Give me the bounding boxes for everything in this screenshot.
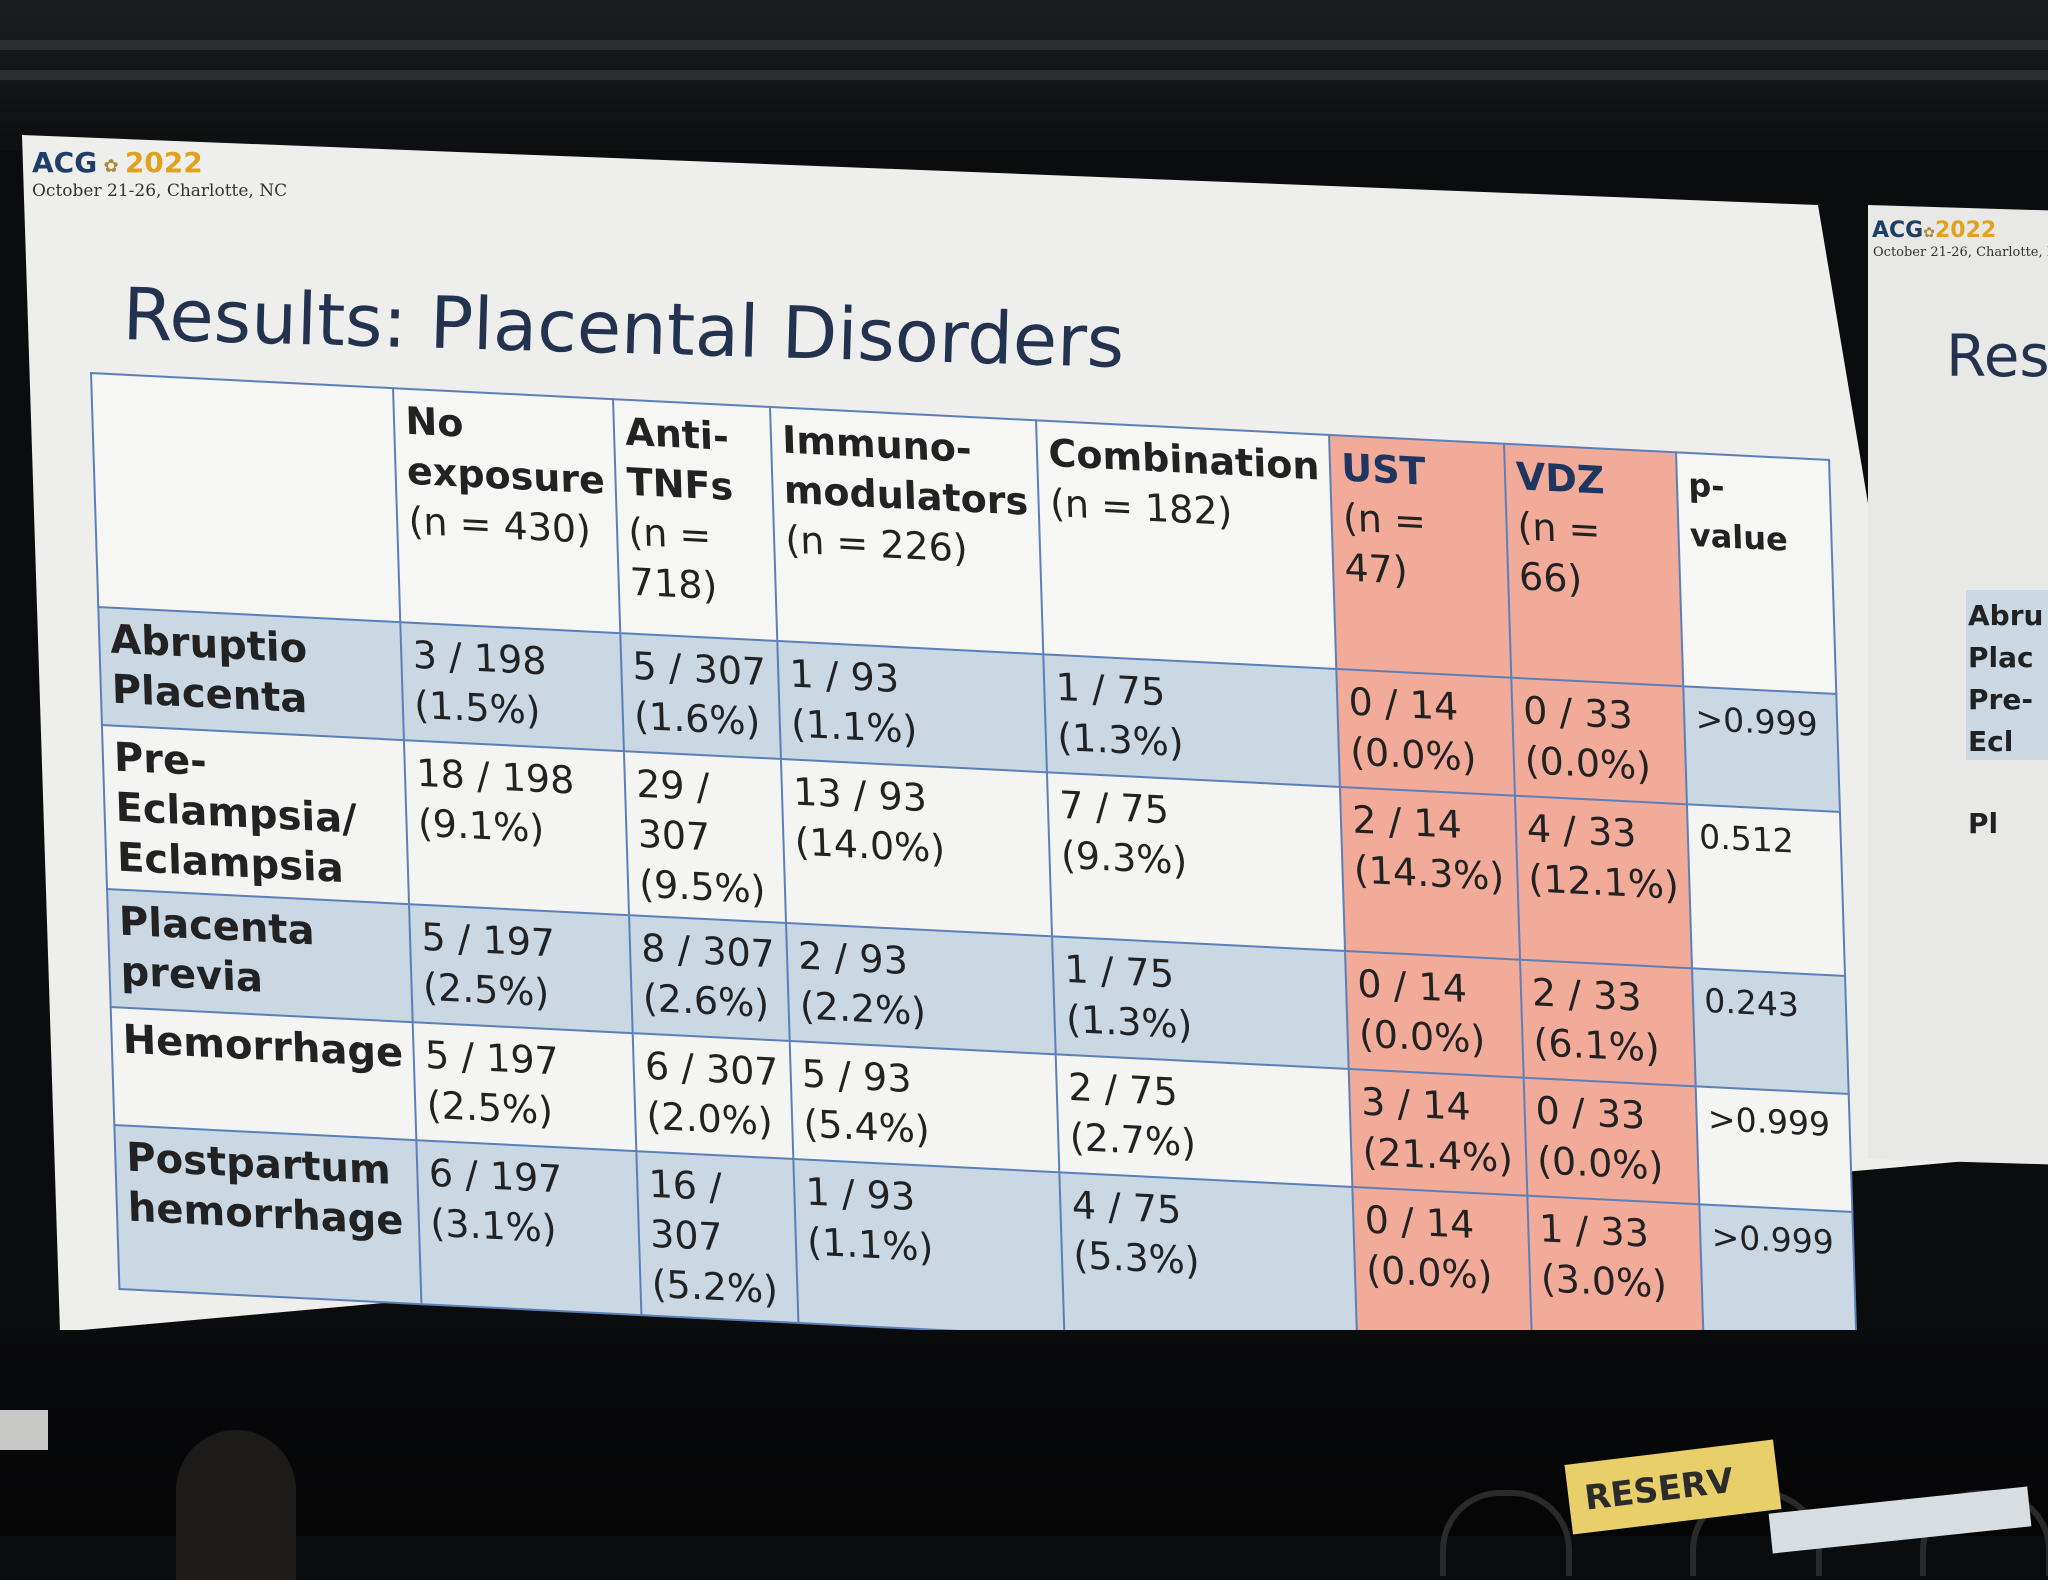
- conference-subtitle: October 21-26, Charlotte, NC: [32, 181, 288, 201]
- column-header: Combination (n = 182): [1036, 420, 1337, 669]
- column-header: Anti- TNFs (n = 718): [613, 399, 778, 642]
- table-cell: 18 / 198 (9.1%): [404, 740, 630, 916]
- corner-cell: [91, 373, 401, 623]
- column-header-ust: UST (n = 47): [1329, 434, 1512, 678]
- chair-back: [1440, 1490, 1572, 1576]
- truss-beam: [0, 70, 2048, 80]
- table-cell: 6 / 307 (2.0%): [632, 1033, 794, 1160]
- table-cell: 13 / 93 (14.0%): [781, 759, 1053, 937]
- table-cell: 5 / 197 (2.5%): [413, 1022, 637, 1152]
- table-cell: 2 / 93 (2.2%): [786, 923, 1057, 1055]
- row-label: Hemorrhage: [110, 1007, 417, 1141]
- p-value-cell: 0.512: [1687, 804, 1846, 976]
- conference-header: ACG ✿ 2022 October 21-26, Charlotte, NC: [32, 146, 287, 201]
- column-header: No exposure (n = 430): [393, 388, 621, 634]
- table-cell: 0 / 14 (0.0%): [1345, 950, 1524, 1078]
- table-cell: 7 / 75 (9.3%): [1047, 772, 1346, 951]
- row-label: Placenta previa: [107, 889, 414, 1023]
- conference-logo: ACG ✿ 2022: [32, 146, 203, 179]
- truss-beam: [0, 40, 2048, 50]
- table-cell: 0 / 33 (0.0%): [1523, 1077, 1700, 1205]
- ceiling-truss: [0, 0, 2048, 150]
- results-table: No exposure (n = 430) Anti- TNFs (n = 718) I…: [90, 372, 1938, 1376]
- table-cell: 4 / 75 (5.3%): [1059, 1172, 1358, 1351]
- table-cell: 2 / 14 (14.3%): [1340, 786, 1520, 960]
- table-cell: 3 / 14 (21.4%): [1349, 1068, 1528, 1196]
- table-cell: 1 / 75 (1.3%): [1043, 654, 1341, 787]
- table-cell: 2 / 75 (2.7%): [1056, 1054, 1353, 1187]
- second-screen-row-labels: Abru Plac Pre- Ecl Pl: [1968, 599, 2044, 840]
- table-cell: 0 / 14 (0.0%): [1336, 668, 1515, 796]
- table-cell: 1 / 75 (1.3%): [1052, 936, 1350, 1069]
- second-screen-table-fragment: [1966, 590, 2048, 760]
- table-cell: 2 / 33 (6.1%): [1519, 959, 1696, 1087]
- table-cell: 29 / 307 (9.5%): [624, 751, 787, 924]
- table-cell: 1 / 93 (1.1%): [793, 1159, 1065, 1337]
- table-cell: 1 / 93 (1.1%): [777, 641, 1048, 773]
- table-cell: 0 / 33 (0.0%): [1511, 677, 1688, 805]
- table-cell: 3 / 198 (1.5%): [400, 622, 625, 752]
- wall-fixture: [0, 1410, 48, 1450]
- column-header-vdz: VDZ (n = 66): [1503, 443, 1684, 687]
- p-value-cell: 0.243: [1692, 968, 1849, 1094]
- table-cell: 5 / 197 (2.5%): [409, 904, 633, 1034]
- table-cell: 5 / 93 (5.4%): [789, 1041, 1060, 1173]
- p-value-cell: >0.999: [1695, 1086, 1853, 1212]
- second-screen-logo: ACG✿2022: [1872, 218, 1997, 243]
- second-screen-title: Resu: [1946, 322, 2048, 390]
- audience-head: [176, 1430, 296, 1580]
- column-header: Immuno-modulators (n = 226): [770, 407, 1044, 655]
- p-value-cell: >0.999: [1683, 686, 1840, 812]
- table-cell: 16 / 307 (5.2%): [636, 1151, 799, 1324]
- table-cell: 5 / 307 (1.6%): [620, 633, 782, 760]
- row-label: Pre-Eclampsia/Eclampsia: [101, 725, 410, 905]
- table-cell: 8 / 307 (2.6%): [629, 915, 790, 1042]
- second-screen-subtitle: October 21-26, Charlotte, N: [1873, 245, 2048, 260]
- row-label: Abruptio Placenta: [98, 607, 405, 741]
- column-header-pvalue: p-value: [1676, 452, 1837, 694]
- row-label: Postpartum hemorrhage: [114, 1125, 422, 1305]
- table-cell: 4 / 33 (12.1%): [1514, 795, 1693, 969]
- table-cell: 6 / 197 (3.1%): [416, 1140, 642, 1316]
